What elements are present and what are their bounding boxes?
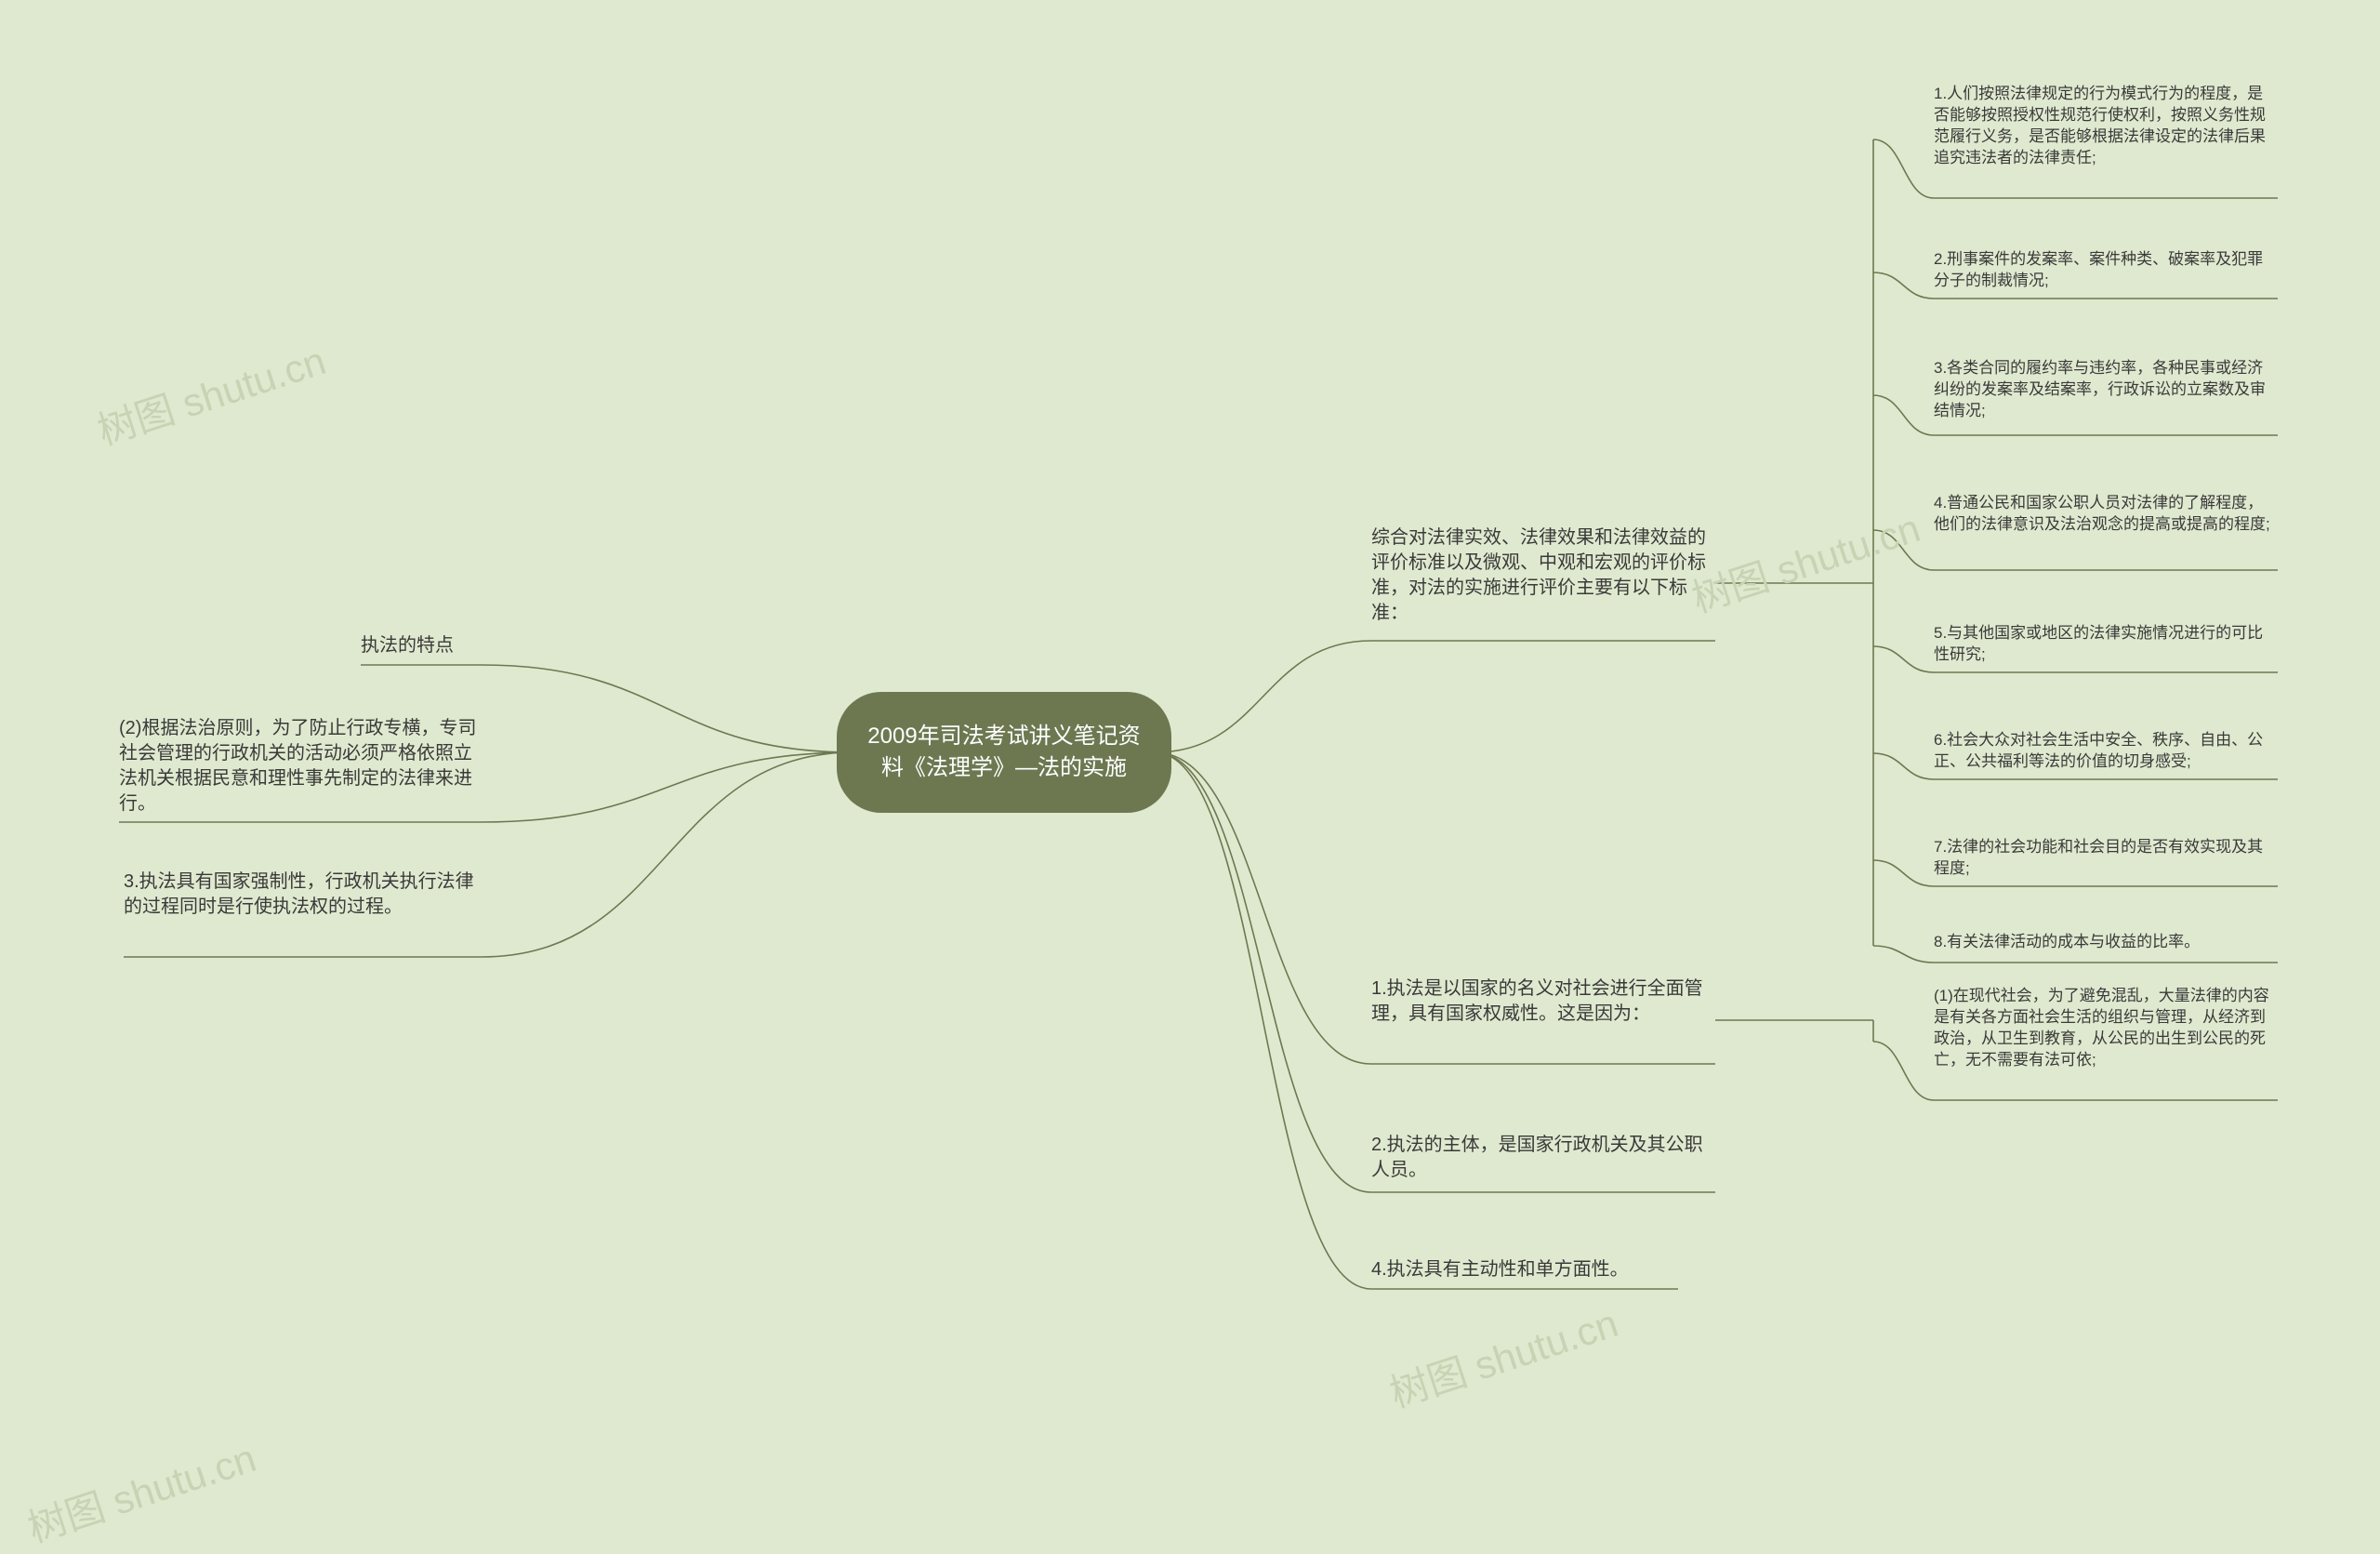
mindmap-node: 3.执法具有国家强制性，行政机关执行法律的过程同时是行使执法权的过程。: [124, 870, 482, 920]
center-node: 2009年司法考试讲义笔记资料《法理学》—法的实施: [837, 692, 1171, 813]
mindmap-node: 4.执法具有主动性和单方面性。: [1371, 1257, 1678, 1282]
mindmap-node-label: 2.刑事案件的发案率、案件种类、破案率及犯罪分子的制裁情况;: [1934, 250, 2263, 289]
mindmap-node-label: 1.人们按照法律规定的行为模式行为的程度，是否能够按照授权性规范行使权利，按照义…: [1934, 85, 2266, 166]
mindmap-node-label: 2.执法的主体，是国家行政机关及其公职人员。: [1371, 1135, 1703, 1180]
mindmap-node: 综合对法律实效、法律效果和法律效益的评价标准以及微观、中观和宏观的评价标准，对法…: [1371, 525, 1715, 626]
mindmap-node: 5.与其他国家或地区的法律实施情况进行的可比性研究;: [1934, 623, 2278, 666]
mindmap-node: 7.法律的社会功能和社会目的是否有效实现及其程度;: [1934, 837, 2278, 880]
mindmap-node: 执法的特点: [361, 633, 482, 658]
mindmap-node-label: 执法的特点: [361, 635, 454, 656]
mindmap-node-label: 4.普通公民和国家公职人员对法律的了解程度，他们的法律意识及法治观念的提高或提高…: [1934, 494, 2270, 533]
mindmap-node-label: (2)根据法治原则，为了防止行政专横，专司社会管理的行政机关的活动必须严格依照立…: [119, 718, 476, 814]
watermark: 树图 shutu.cn: [89, 329, 332, 457]
mindmap-node: 8.有关法律活动的成本与收益的比率。: [1934, 932, 2278, 953]
mindmap-node-label: 8.有关法律活动的成本与收益的比率。: [1934, 933, 2200, 950]
mindmap-node: 2.执法的主体，是国家行政机关及其公职人员。: [1371, 1133, 1715, 1183]
mindmap-node: 6.社会大众对社会生活中安全、秩序、自由、公正、公共福利等法的价值的切身感受;: [1934, 730, 2278, 773]
watermark: 树图 shutu.cn: [20, 1427, 262, 1554]
mindmap-node: 1.执法是以国家的名义对社会进行全面管理，具有国家权威性。这是因为：: [1371, 976, 1715, 1027]
mindmap-node: 4.普通公民和国家公职人员对法律的了解程度，他们的法律意识及法治观念的提高或提高…: [1934, 493, 2278, 536]
mindmap-node: (2)根据法治原则，为了防止行政专横，专司社会管理的行政机关的活动必须严格依照立…: [119, 716, 482, 817]
watermark: 树图 shutu.cn: [1382, 1292, 1624, 1419]
watermark: 树图 shutu.cn: [1684, 497, 1926, 624]
mindmap-node-label: 1.执法是以国家的名义对社会进行全面管理，具有国家权威性。这是因为：: [1371, 978, 1703, 1024]
mindmap-node-label: 7.法律的社会功能和社会目的是否有效实现及其程度;: [1934, 838, 2263, 877]
mindmap-node-label: 4.执法具有主动性和单方面性。: [1371, 1259, 1629, 1280]
mindmap-node: 3.各类合同的履约率与违约率，各种民事或经济纠纷的发案率及结案率，行政诉讼的立案…: [1934, 358, 2278, 422]
mindmap-node: 1.人们按照法律规定的行为模式行为的程度，是否能够按照授权性规范行使权利，按照义…: [1934, 84, 2278, 169]
mindmap-node-label: 3.执法具有国家强制性，行政机关执行法律的过程同时是行使执法权的过程。: [124, 871, 474, 917]
mindmap-node: (1)在现代社会，为了避免混乱，大量法律的内容是有关各方面社会生活的组织与管理，…: [1934, 986, 2278, 1071]
mindmap-node: 2.刑事案件的发案率、案件种类、破案率及犯罪分子的制裁情况;: [1934, 249, 2278, 292]
mindmap-node-label: 5.与其他国家或地区的法律实施情况进行的可比性研究;: [1934, 624, 2263, 663]
mindmap-node-label: 3.各类合同的履约率与违约率，各种民事或经济纠纷的发案率及结案率，行政诉讼的立案…: [1934, 359, 2266, 419]
mindmap-node-label: 6.社会大众对社会生活中安全、秩序、自由、公正、公共福利等法的价值的切身感受;: [1934, 731, 2263, 770]
mindmap-node-label: (1)在现代社会，为了避免混乱，大量法律的内容是有关各方面社会生活的组织与管理，…: [1934, 987, 2269, 1069]
mindmap-node-label: 综合对法律实效、法律效果和法律效益的评价标准以及微观、中观和宏观的评价标准，对法…: [1371, 527, 1706, 623]
center-node-label: 2009年司法考试讲义笔记资料《法理学》—法的实施: [865, 721, 1144, 783]
